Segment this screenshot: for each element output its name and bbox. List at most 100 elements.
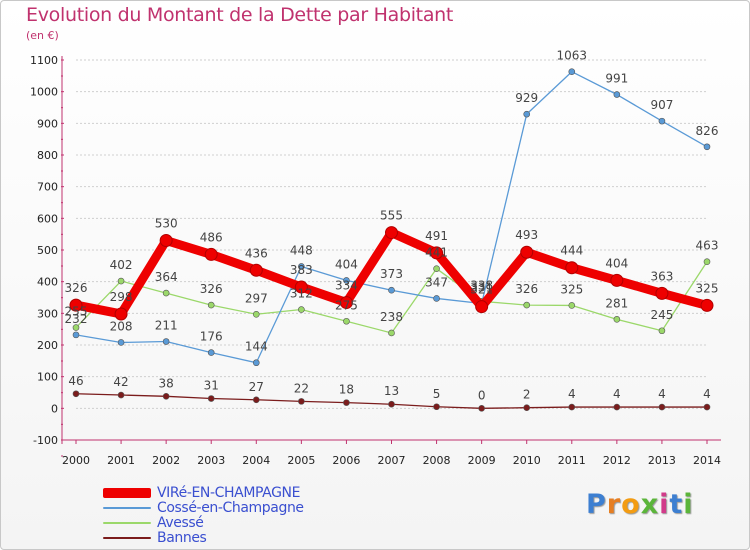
data-point-coss-en-champagne: [252, 359, 260, 367]
data-point-bannes: [703, 403, 711, 411]
data-point-avess-: [252, 310, 260, 318]
data-point-avess-: [388, 329, 395, 337]
data-point-bannes: [252, 396, 260, 404]
data-point-coss-en-champagne: [703, 143, 711, 151]
data-point-bannes: [72, 390, 80, 398]
data-label-coss-en-champagne: 826: [696, 124, 719, 138]
data-point-bannes: [117, 391, 125, 399]
data-point-coss-en-champagne: [117, 339, 125, 346]
data-label-coss-en-champagne: 907: [650, 98, 673, 112]
data-point-coss-en-champagne: [658, 117, 666, 125]
data-label-bannes: 27: [249, 380, 264, 394]
data-point-bannes: [568, 403, 576, 411]
data-label-vir-en-champagne: 493: [515, 228, 538, 242]
data-label-avess-: 325: [560, 282, 583, 296]
x-tick-label: 2013: [648, 454, 676, 467]
legend-item-avesse: Avessé: [103, 515, 204, 531]
data-point-bannes: [207, 395, 215, 402]
data-point-avess-: [298, 306, 305, 313]
data-label-bannes: 2: [523, 388, 531, 402]
chart-title: Evolution du Montant de la Dette par Hab…: [26, 4, 454, 26]
data-label-avess-: 281: [605, 296, 628, 310]
data-point-coss-en-champagne: [162, 338, 170, 345]
data-point-coss-en-champagne: [72, 331, 80, 339]
data-point-bannes: [613, 403, 621, 411]
x-tick-label: 2009: [468, 454, 496, 467]
data-label-vir-en-champagne: 491: [425, 229, 448, 243]
data-label-vir-en-champagne: 326: [65, 281, 88, 295]
data-label-coss-en-champagne: 208: [110, 319, 133, 333]
data-label-coss-en-champagne: 404: [335, 257, 358, 271]
x-tick-label: 2005: [287, 454, 315, 467]
data-point-vir-en-champagne: [339, 296, 353, 310]
data-point-avess-: [613, 316, 621, 323]
logo-letter: i: [659, 489, 670, 520]
x-tick-label: 2000: [62, 454, 90, 467]
logo-letter: i: [683, 489, 694, 520]
legend-item-vire: VIRé-EN-CHAMPAGNE: [103, 485, 300, 501]
legend-swatch-avesse: [103, 522, 151, 524]
logo-letter: o: [621, 489, 641, 520]
data-point-avess-: [568, 302, 576, 309]
data-label-bannes: 42: [113, 375, 128, 389]
data-point-bannes: [298, 398, 305, 405]
data-point-bannes: [343, 399, 350, 406]
legend-swatch-cosse: [103, 507, 151, 509]
x-tick-label: 2011: [558, 454, 586, 467]
data-label-avess-: 245: [650, 308, 673, 322]
data-label-coss-en-champagne: 373: [380, 267, 403, 281]
data-point-vir-en-champagne: [249, 263, 263, 277]
data-label-coss-en-champagne: 347: [425, 275, 448, 289]
data-point-bannes: [388, 400, 395, 408]
data-label-coss-en-champagne: 991: [605, 72, 628, 86]
data-label-vir-en-champagne: 321: [470, 283, 493, 297]
data-label-avess-: 402: [110, 258, 133, 272]
y-tick-label: 100: [37, 371, 58, 384]
data-label-bannes: 0: [478, 388, 486, 402]
y-tick-label: 900: [37, 117, 58, 130]
data-label-bannes: 4: [568, 387, 576, 401]
logo-letter: P: [586, 489, 607, 520]
x-tick-label: 2003: [197, 454, 225, 467]
legend-swatch-vire: [103, 488, 151, 498]
data-label-vir-en-champagne: 436: [245, 246, 268, 260]
legend-label-cosse: Cossé-en-Champagne: [157, 500, 304, 516]
data-point-coss-en-champagne: [613, 91, 621, 98]
chart-unit-label: (en €): [26, 29, 59, 42]
data-point-avess-: [703, 258, 711, 266]
data-point-bannes: [523, 404, 531, 412]
data-point-coss-en-champagne: [343, 277, 350, 284]
legend-label-vire: VIRé-EN-CHAMPAGNE: [157, 485, 301, 501]
x-tick-label: 2002: [152, 454, 180, 467]
legend-item-cosse: Cossé-en-Champagne: [103, 500, 304, 516]
data-label-avess-: 255: [65, 305, 88, 319]
y-tick-label: 400: [37, 276, 58, 289]
data-point-bannes: [478, 405, 485, 412]
data-point-avess-: [117, 277, 125, 285]
data-label-bannes: 46: [68, 374, 83, 388]
y-tick-label: 0: [51, 402, 58, 415]
data-label-vir-en-champagne: 444: [560, 244, 583, 258]
data-point-avess-: [658, 327, 666, 335]
data-point-avess-: [343, 317, 350, 325]
y-tick-label: 600: [37, 212, 58, 225]
data-label-avess-: 312: [290, 287, 313, 301]
y-tick-label: 1100: [30, 54, 58, 67]
data-point-vir-en-champagne: [204, 247, 218, 261]
data-label-bannes: 31: [204, 379, 219, 393]
data-point-vir-en-champagne: [430, 246, 444, 260]
data-label-vir-en-champagne: 334: [335, 279, 358, 293]
legend-item-bannes: Bannes: [103, 530, 207, 546]
y-tick-label: 200: [37, 339, 58, 352]
data-label-bannes: 22: [294, 381, 309, 395]
data-label-avess-: 326: [200, 282, 223, 296]
data-label-vir-en-champagne: 325: [696, 281, 719, 295]
y-tick-label: 700: [37, 181, 58, 194]
y-tick-label: 300: [37, 307, 58, 320]
y-tick-label: 1000: [30, 86, 58, 99]
data-label-coss-en-champagne: 1063: [557, 49, 588, 63]
data-point-vir-en-champagne: [655, 286, 669, 300]
data-point-avess-: [162, 289, 170, 297]
logo-letter: t: [669, 489, 684, 520]
data-point-vir-en-champagne: [385, 226, 398, 240]
